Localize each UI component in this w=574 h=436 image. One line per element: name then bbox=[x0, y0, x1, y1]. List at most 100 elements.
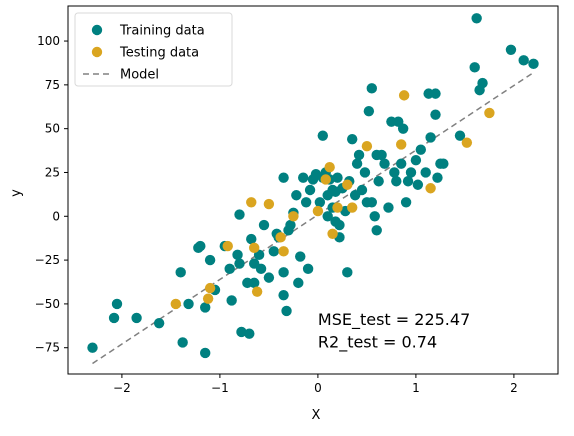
x-tick-label: −1 bbox=[211, 381, 229, 395]
legend-testing-marker bbox=[91, 46, 103, 58]
y-axis-label: y bbox=[9, 189, 24, 197]
y-tick-label: 0 bbox=[52, 209, 60, 223]
x-tick-label: 2 bbox=[510, 381, 518, 395]
testing-point bbox=[361, 140, 373, 152]
training-point bbox=[314, 197, 326, 208]
training-point bbox=[224, 263, 235, 275]
training-point bbox=[505, 44, 517, 56]
training-point bbox=[87, 342, 98, 353]
training-point bbox=[391, 176, 402, 187]
x-axis-label: X bbox=[312, 408, 321, 423]
training-point bbox=[244, 328, 255, 339]
testing-point bbox=[251, 286, 263, 297]
training-point bbox=[432, 172, 443, 183]
training-point bbox=[108, 312, 120, 324]
training-point bbox=[281, 305, 292, 317]
testing-point bbox=[222, 240, 233, 252]
training-point bbox=[183, 298, 194, 310]
training-point bbox=[153, 317, 165, 329]
training-point bbox=[285, 219, 296, 231]
training-point bbox=[402, 176, 414, 187]
training-point bbox=[263, 272, 275, 283]
training-point bbox=[425, 132, 436, 143]
y-tick-label: −50 bbox=[35, 297, 60, 311]
y-tick-label: 75 bbox=[45, 78, 60, 92]
training-point bbox=[454, 130, 466, 141]
training-point bbox=[405, 167, 417, 178]
training-point bbox=[278, 172, 289, 183]
mse-annotation: MSE_test = 225.47 bbox=[318, 310, 470, 330]
training-point bbox=[293, 277, 304, 289]
training-point bbox=[131, 312, 142, 324]
training-point bbox=[415, 144, 426, 155]
training-point bbox=[111, 298, 123, 310]
training-point bbox=[477, 77, 488, 89]
training-point bbox=[302, 263, 314, 275]
y-tick-label: 25 bbox=[45, 165, 60, 179]
training-point bbox=[376, 149, 387, 161]
legend-label: Training data bbox=[119, 24, 205, 39]
ticks: −2 −1 0 1 2 −75 −50 −25 0 25 50 75 100 bbox=[35, 34, 518, 395]
legend-box bbox=[74, 12, 233, 87]
training-point bbox=[400, 197, 412, 208]
training-point bbox=[356, 184, 368, 196]
y-tick-label: −25 bbox=[35, 253, 60, 267]
training-point bbox=[366, 197, 377, 208]
testing-point bbox=[170, 298, 181, 310]
y-tick-label: 100 bbox=[37, 34, 60, 48]
training-point bbox=[255, 263, 267, 275]
annotations: MSE_test = 225.47 R2_test = 0.74 bbox=[318, 310, 470, 353]
testing-point bbox=[484, 107, 495, 119]
training-point bbox=[322, 211, 333, 222]
training-point bbox=[371, 225, 382, 236]
testing-point bbox=[263, 198, 275, 210]
testing-point bbox=[204, 282, 216, 294]
training-point bbox=[304, 184, 316, 196]
testing-point bbox=[275, 232, 286, 243]
testing-point bbox=[278, 246, 289, 257]
training-point bbox=[518, 55, 529, 66]
training-point bbox=[195, 240, 206, 252]
training-point bbox=[278, 289, 289, 301]
r2-annotation: R2_test = 0.74 bbox=[318, 333, 437, 353]
x-tick-label: −2 bbox=[113, 381, 131, 395]
training-point bbox=[363, 105, 375, 117]
training-point bbox=[366, 83, 377, 94]
testing-point bbox=[320, 174, 331, 185]
axes bbox=[67, 5, 559, 375]
training-point bbox=[438, 158, 449, 169]
training-point bbox=[175, 267, 186, 278]
training-point bbox=[351, 158, 363, 169]
legend-label: Testing data bbox=[119, 46, 199, 61]
training-point bbox=[317, 130, 328, 141]
training-point bbox=[396, 158, 407, 169]
training-point bbox=[332, 172, 343, 183]
testing-point bbox=[347, 202, 358, 213]
training-point bbox=[410, 155, 422, 166]
training-point bbox=[246, 233, 257, 245]
points-layer bbox=[87, 13, 539, 359]
training-point bbox=[236, 326, 247, 338]
training-point bbox=[300, 197, 312, 208]
training-point bbox=[397, 123, 409, 134]
model-line bbox=[92, 71, 534, 365]
training-point bbox=[295, 251, 306, 262]
training-point bbox=[200, 347, 211, 359]
y-tick-label: −75 bbox=[35, 341, 60, 355]
testing-point bbox=[249, 242, 260, 254]
testing-point bbox=[312, 205, 324, 217]
testing-point bbox=[332, 202, 343, 213]
testing-point bbox=[342, 179, 353, 190]
training-point bbox=[373, 176, 384, 187]
training-point bbox=[353, 149, 365, 161]
training-point bbox=[430, 109, 441, 120]
testing-point bbox=[202, 293, 214, 304]
training-point bbox=[278, 267, 289, 278]
legend: Training data Testing data Model bbox=[74, 12, 233, 87]
training-point bbox=[420, 167, 431, 178]
training-point bbox=[369, 211, 380, 222]
training-point bbox=[383, 202, 394, 213]
training-point bbox=[291, 190, 302, 201]
